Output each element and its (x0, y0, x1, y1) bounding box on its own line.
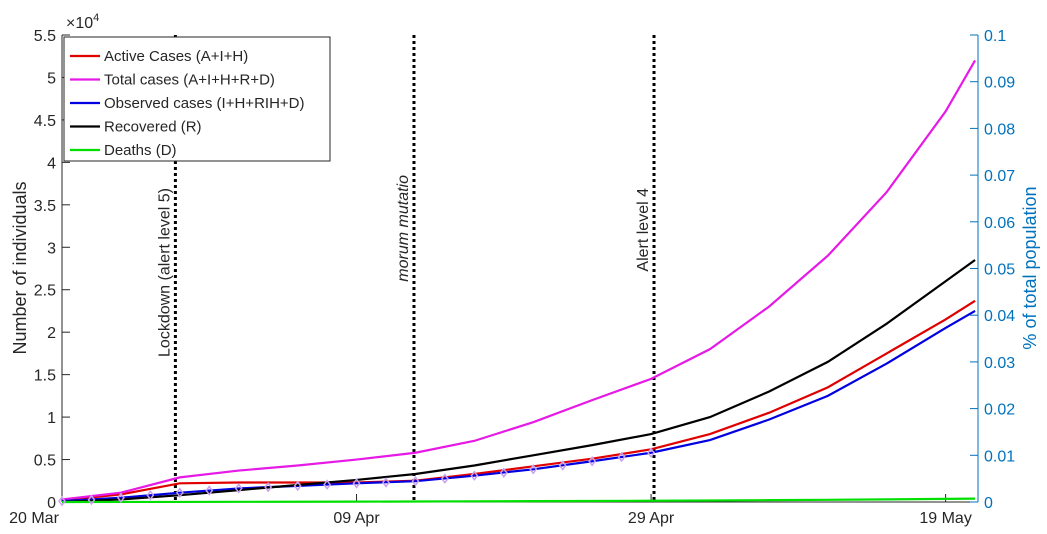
y2-axis-label: % of total population (1020, 186, 1040, 349)
y2-tick-label: 0 (984, 495, 993, 512)
y2-tick-label: 0.04 (984, 308, 1015, 325)
observed-point (382, 477, 390, 488)
legend-label: Deaths (D) (104, 142, 177, 159)
series-line (61, 310, 976, 503)
observed-point (647, 447, 656, 459)
y2-tick-label: 0.08 (984, 121, 1015, 138)
legend-label: Observed cases (I+H+RIH+D) (104, 95, 305, 112)
observed-point (116, 492, 125, 504)
y-tick-label: 3.5 (34, 198, 56, 215)
y2-tick-label: 0.02 (984, 402, 1015, 419)
observed-point (293, 480, 302, 492)
y-multiplier-exponent: 4 (93, 12, 99, 24)
y2-tick-label: 0.05 (984, 262, 1015, 279)
y2-tick-label: 0.07 (984, 168, 1015, 185)
y-tick-label: 5 (47, 70, 56, 87)
y-tick-label: 4.5 (34, 113, 56, 130)
annotation-label: morum mutatio (395, 175, 412, 282)
y2-tick-label: 0.01 (984, 448, 1015, 465)
annotation-label: Lockdown (alert level 5) (156, 188, 173, 357)
observed-point (58, 495, 66, 507)
y-axis-label: Number of individuals (10, 181, 30, 354)
observed-point (87, 494, 96, 506)
y-tick-label: 0.5 (34, 453, 56, 470)
y-tick-label: 4 (47, 155, 56, 172)
y2-tick-label: 0.1 (984, 28, 1006, 45)
y2-tick-label: 0.06 (984, 215, 1015, 232)
observed-point (440, 473, 449, 484)
legend-box (63, 36, 331, 162)
observed-point (323, 479, 332, 490)
y-multiplier-base: ×10 (66, 15, 93, 32)
observed-point (529, 464, 538, 475)
legend-label: Total cases (A+I+H+R+D) (104, 72, 275, 89)
observed-point (558, 460, 567, 471)
series-line (61, 59, 977, 501)
x-tick-label: 19 May (919, 510, 971, 527)
x-tick-label: 20 Mar (9, 510, 59, 527)
observed-point (617, 451, 626, 463)
legend-label: Active Cases (A+I+H) (104, 48, 248, 65)
observed-point (234, 483, 243, 494)
observed-point (205, 485, 214, 496)
observed-point (411, 475, 420, 487)
x-tick-label: 09 Apr (333, 510, 380, 527)
observed-point (175, 487, 184, 498)
y-tick-label: 1.5 (34, 368, 56, 385)
observed-point (146, 489, 155, 501)
observed-point (588, 455, 597, 467)
y-tick-label: 3 (47, 240, 56, 257)
legend: Active Cases (A+I+H) Total cases (A+I+H+R… (63, 36, 331, 162)
y-tick-label: 2.5 (34, 283, 56, 300)
annotation-label: Alert level 4 (635, 188, 652, 272)
legend-label: Recovered (R) (104, 119, 202, 136)
y2-tick-label: 0.09 (984, 75, 1015, 92)
y-tick-label: 1 (47, 410, 56, 427)
y-tick-label: 5.5 (34, 28, 56, 45)
observed-point (352, 478, 361, 489)
series-line (61, 259, 976, 504)
x-tick-label: 29 Apr (628, 510, 675, 527)
y-tick-label: 0 (47, 495, 56, 512)
y-multiplier: ×104 (66, 12, 99, 32)
y2-tick-label: 0.03 (984, 355, 1015, 372)
y-tick-label: 2 (47, 325, 56, 342)
series-line (61, 497, 976, 504)
observed-point (499, 467, 508, 478)
observed-point (470, 470, 479, 481)
observed-point (264, 481, 273, 493)
